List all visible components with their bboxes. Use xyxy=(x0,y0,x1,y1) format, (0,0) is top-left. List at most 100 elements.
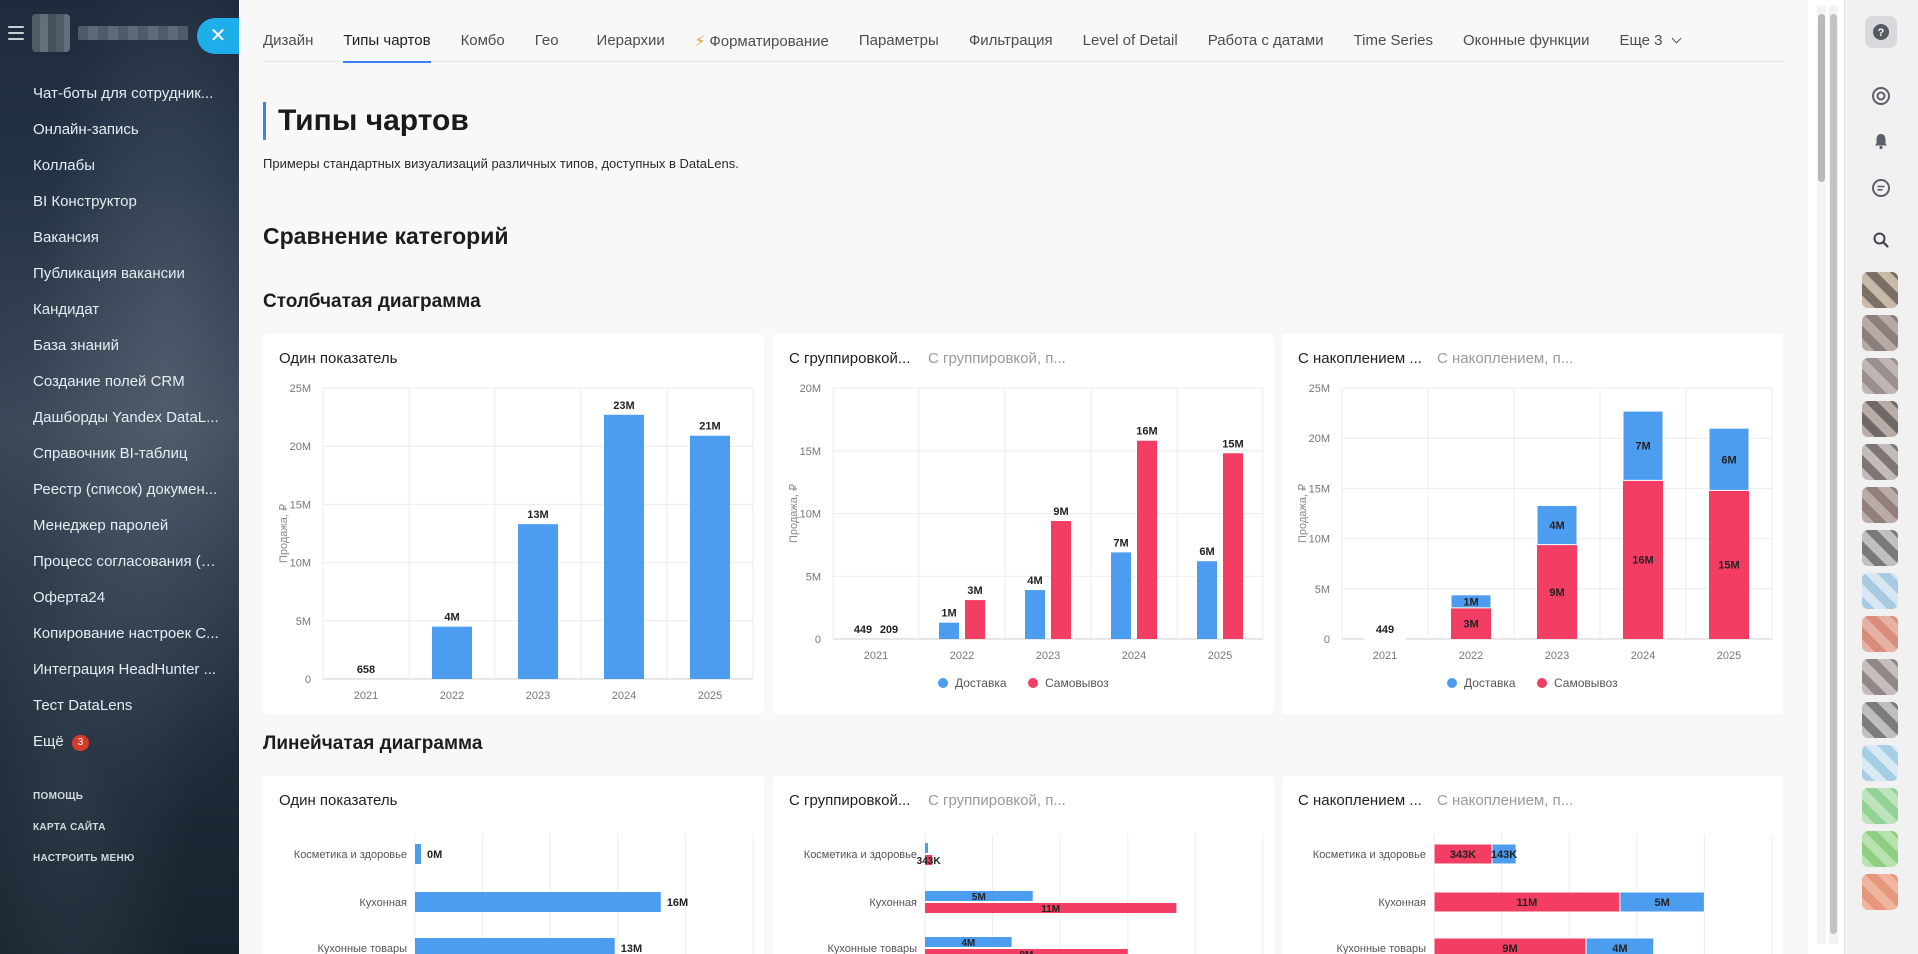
chart-grouped-column: 0 5M 10M 15M 20M Продажа, ₽ 2021 2022 2023 2024 20… xyxy=(788,383,1264,690)
contact-avatar[interactable] xyxy=(1862,487,1898,523)
data-label: 6M xyxy=(1199,546,1214,558)
inner-scrollbar-track[interactable] xyxy=(1817,6,1826,944)
sidebar-item[interactable]: Менеджер паролей xyxy=(33,517,169,534)
data-label: 1M xyxy=(1463,596,1478,608)
contact-avatar[interactable] xyxy=(1862,616,1898,652)
inner-scrollbar-thumb[interactable] xyxy=(1818,14,1825,182)
footer-help-link[interactable]: ПОМОЩЬ xyxy=(33,791,84,802)
tab-more-dropdown[interactable]: Еще 3 xyxy=(1619,20,1681,62)
tab[interactable]: Level of Detail xyxy=(1083,20,1178,62)
search-icon xyxy=(1873,232,1889,248)
sidebar-item[interactable]: Коллабы xyxy=(33,157,95,174)
portal-name[interactable] xyxy=(78,26,188,40)
data-label: 9M xyxy=(1502,943,1517,954)
notifications-button[interactable] xyxy=(1865,125,1897,157)
chat-button[interactable] xyxy=(1865,172,1897,204)
tab[interactable]: Комбо xyxy=(461,20,505,62)
contact-avatar[interactable] xyxy=(1862,444,1898,480)
bar xyxy=(1197,561,1217,639)
y-tick-label: 15M xyxy=(800,446,821,458)
sidebar-item[interactable]: Тест DataLens xyxy=(33,697,133,714)
sidebar-item[interactable]: Онлайн-запись xyxy=(33,121,139,138)
tab-label: Параметры xyxy=(858,32,939,49)
tab[interactable]: Иерархии xyxy=(597,20,665,62)
y-tick-label: Косметика и здоровье xyxy=(294,849,407,861)
data-label: 0M xyxy=(427,849,442,861)
sidebar-item[interactable]: Оферта24 xyxy=(33,589,106,606)
sidebar: ✕ Чат-боты для сотрудник... Онлайн-запись… xyxy=(0,0,239,954)
data-label: 9M xyxy=(1053,506,1068,518)
chart-single-column: 0 5M 10M 15M 20M 25M Продажа, ₽ 2021 2022 2023 202… xyxy=(278,383,754,702)
x-tick-label: 2023 xyxy=(1545,650,1569,662)
data-label: 16M xyxy=(1136,426,1157,438)
chart-card-single-bar: Один показатель Косметика и здоровье 0M Ку… xyxy=(263,776,764,954)
chart-card-grouped-bar: С группировкой... С группировкой, п... К… xyxy=(773,776,1274,954)
contact-avatar[interactable] xyxy=(1862,573,1898,609)
tab[interactable]: Оконные функции xyxy=(1463,20,1589,62)
sidebar-item[interactable]: Чат-боты для сотрудник... xyxy=(33,85,214,102)
tab[interactable]: ⚡ Форматирование xyxy=(695,20,829,62)
tab-label: Фильтрация xyxy=(968,32,1053,49)
contact-avatar[interactable] xyxy=(1862,702,1898,738)
sidebar-item[interactable]: Создание полей CRM xyxy=(33,373,185,390)
contact-avatar[interactable] xyxy=(1862,874,1898,910)
contact-avatar[interactable] xyxy=(1862,272,1898,308)
sidebar-item[interactable]: Процесс согласования (R... xyxy=(33,553,225,570)
contact-avatar[interactable] xyxy=(1862,358,1898,394)
help-icon: ? xyxy=(1873,24,1889,40)
y-tick-label: 25M xyxy=(1309,383,1330,395)
sidebar-item[interactable]: Справочник BI-таблиц xyxy=(33,445,188,462)
sidebar-item[interactable]: Вакансия xyxy=(33,229,99,246)
data-label: 21M xyxy=(699,421,720,433)
footer-sitemap-link[interactable]: КАРТА САЙТА xyxy=(33,822,106,833)
contact-avatar[interactable] xyxy=(1862,315,1898,351)
bar xyxy=(604,414,644,679)
sidebar-item[interactable]: Интеграция HeadHunter ... xyxy=(33,661,217,678)
chevron-down-icon xyxy=(1671,33,1681,44)
bar-segment xyxy=(1537,544,1577,639)
contact-avatar[interactable] xyxy=(1862,745,1898,781)
x-tick-label: 2025 xyxy=(698,690,722,702)
tab[interactable]: Time Series xyxy=(1354,20,1433,62)
main-content: Дизайн Типы чартов Комбо Гео Иерархии ⚡ Формат… xyxy=(239,0,1808,954)
page-scrollbar-thumb[interactable] xyxy=(1830,14,1837,934)
search-button[interactable] xyxy=(1865,224,1897,256)
contact-avatar[interactable] xyxy=(1862,401,1898,437)
sidebar-item[interactable]: Кандидат xyxy=(33,301,100,318)
tab[interactable]: Фильтрация xyxy=(969,20,1053,62)
sidebar-item[interactable]: Копирование настроек С... xyxy=(33,625,219,642)
tab[interactable]: Параметры xyxy=(859,20,939,62)
tab[interactable]: Дизайн xyxy=(263,20,313,62)
sidebar-more-item[interactable]: Ещё 3 xyxy=(0,730,239,766)
copilot-button[interactable] xyxy=(1865,80,1897,112)
portal-avatar[interactable] xyxy=(32,14,70,52)
data-label: 658 xyxy=(357,664,375,676)
contact-avatar[interactable] xyxy=(1862,659,1898,695)
sidebar-item[interactable]: Реестр (список) докумен... xyxy=(33,481,218,498)
bar-segment xyxy=(1451,607,1491,639)
tab[interactable]: Типы чартов xyxy=(343,20,431,63)
contact-avatar[interactable] xyxy=(1862,831,1898,867)
contact-avatar[interactable] xyxy=(1862,788,1898,824)
x-tick-label: 2025 xyxy=(1208,650,1232,662)
bar xyxy=(690,435,730,679)
sidebar-item[interactable]: Публикация вакансии xyxy=(33,265,185,282)
scrollbar-area xyxy=(1808,0,1844,954)
data-label: 13M xyxy=(527,509,548,521)
menu-icon[interactable] xyxy=(8,26,24,40)
contact-avatar[interactable] xyxy=(1862,530,1898,566)
close-menu-button[interactable]: ✕ xyxy=(197,18,239,54)
sidebar-item[interactable]: BI Конструктор xyxy=(33,193,137,210)
help-button[interactable]: ? xyxy=(1865,16,1897,48)
sidebar-item[interactable]: Дашборды Yandex DataL... xyxy=(33,409,219,426)
bar xyxy=(925,903,1177,913)
chart-title: С группировкой... xyxy=(789,350,911,367)
tab[interactable]: Гео xyxy=(535,20,559,62)
y-axis-label: Продажа, ₽ xyxy=(788,484,800,543)
chart-title: Один показатель xyxy=(279,792,398,809)
footer-configure-menu-link[interactable]: НАСТРОИТЬ МЕНЮ xyxy=(33,853,135,864)
sidebar-item[interactable]: База знаний xyxy=(33,337,119,354)
tab-label: Time Series xyxy=(1353,32,1434,49)
tab[interactable]: Работа с датами xyxy=(1208,20,1324,62)
